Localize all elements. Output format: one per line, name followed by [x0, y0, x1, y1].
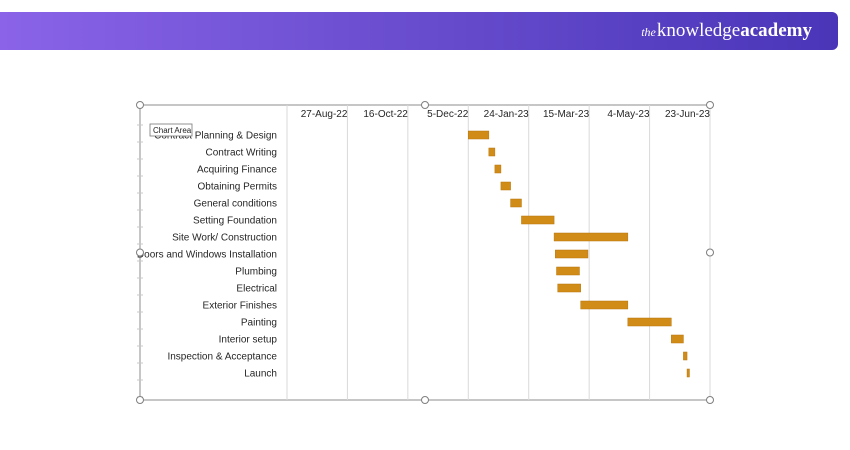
task-bar[interactable] [500, 181, 511, 191]
resize-handle[interactable] [706, 101, 714, 109]
x-tick-label: 16-Oct-22 [363, 109, 408, 120]
task-bar[interactable] [521, 215, 555, 225]
task-label: Obtaining Permits [198, 182, 277, 193]
resize-handle[interactable] [136, 396, 144, 404]
task-label: Interior setup [219, 335, 278, 346]
task-label: General conditions [194, 199, 277, 210]
task-label: Launch [244, 369, 277, 380]
resize-handle[interactable] [706, 396, 714, 404]
resize-handle[interactable] [421, 101, 429, 109]
task-bar[interactable] [494, 164, 502, 174]
task-label: Acquiring Finance [197, 165, 277, 176]
resize-handle[interactable] [136, 248, 144, 257]
brand-prefix: the [641, 25, 656, 39]
resize-handle[interactable] [136, 101, 144, 109]
chart-area-tooltip-text: Chart Area [153, 126, 192, 135]
x-tick-label: 5-Dec-22 [427, 109, 469, 120]
task-label: Contract Writing [205, 148, 277, 159]
task-label: Electrical [236, 284, 277, 295]
task-label: Plumbing [235, 267, 277, 278]
task-bar[interactable] [488, 147, 496, 157]
task-label: Doors and Windows Installation [137, 250, 277, 261]
task-bar[interactable] [553, 232, 629, 242]
x-tick-label: 15-Mar-23 [543, 109, 590, 120]
x-tick-label: 27-Aug-22 [301, 109, 348, 120]
task-bar[interactable] [468, 130, 490, 140]
brand-word-academy: academy [740, 20, 812, 41]
brand-word-knowledge: knowledge [656, 20, 741, 41]
task-bar[interactable] [556, 266, 580, 276]
task-bar[interactable] [683, 351, 688, 361]
task-bar[interactable] [686, 368, 690, 378]
brand-logo[interactable]: theknowledgeacademy [641, 20, 812, 42]
task-label: Site Work/ Construction [172, 233, 277, 244]
x-tick-label: 4-May-23 [607, 109, 650, 120]
x-tick-label: 23-Jun-23 [665, 109, 710, 120]
header-banner: theknowledgeacademy [0, 12, 838, 50]
task-label: Setting Foundation [193, 216, 277, 227]
resize-handle[interactable] [706, 248, 714, 257]
task-label: Inspection & Acceptance [167, 352, 277, 363]
task-bar[interactable] [557, 283, 581, 293]
task-bar[interactable] [510, 198, 522, 208]
task-bar[interactable] [580, 300, 629, 310]
task-label: Painting [241, 318, 277, 329]
task-bar[interactable] [671, 334, 684, 344]
chart-area-tooltip [149, 123, 193, 137]
x-tick-label: 24-Jan-23 [484, 109, 529, 120]
task-label: Contract Planning & Design [154, 131, 277, 142]
resize-handle[interactable] [421, 396, 429, 404]
task-label: Exterior Finishes [203, 301, 277, 312]
task-bar[interactable] [627, 317, 672, 327]
task-bar[interactable] [555, 249, 589, 259]
